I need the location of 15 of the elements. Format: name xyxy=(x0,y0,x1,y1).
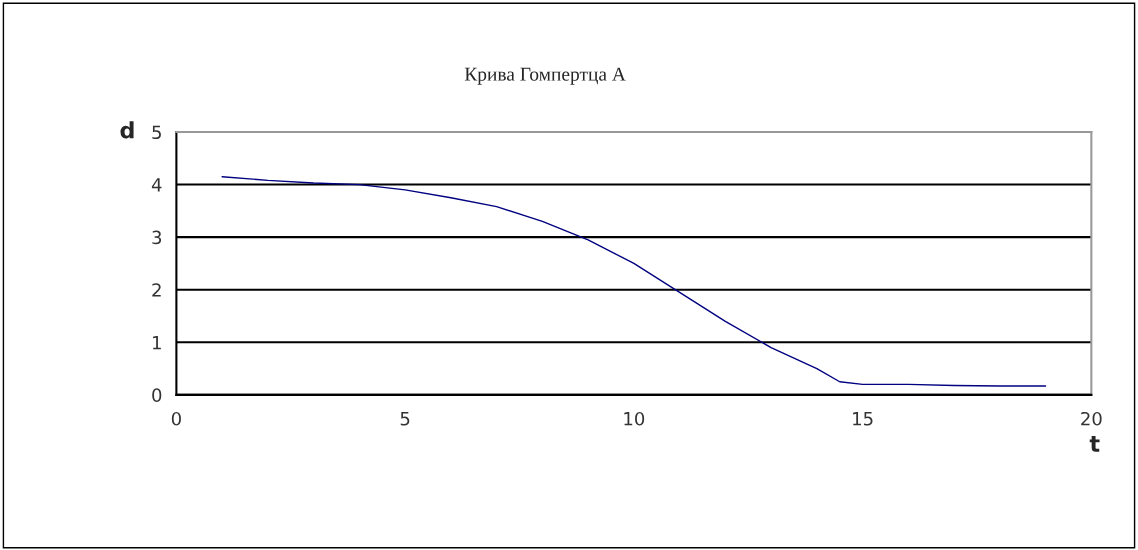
y-tick-label: 0 xyxy=(152,388,162,403)
x-tick-label: 0 xyxy=(171,411,181,426)
y-tick-label: 5 xyxy=(152,125,161,140)
y-axis-title: d xyxy=(120,121,134,139)
line-series xyxy=(221,175,1047,387)
x-tick-label: 20 xyxy=(1081,411,1102,426)
y-tick-label: 3 xyxy=(152,230,162,245)
y-tick-label: 2 xyxy=(152,283,161,297)
x-tick-label: 5 xyxy=(400,412,410,426)
x-axis-title: t xyxy=(1089,436,1100,452)
x-tick-label: 15 xyxy=(853,412,873,426)
y-tick-label: 1 xyxy=(153,336,161,350)
y-tick-label: 4 xyxy=(151,178,162,192)
chart-title: Крива Гомпертца А xyxy=(464,67,626,85)
x-tick-label: 10 xyxy=(624,411,645,426)
